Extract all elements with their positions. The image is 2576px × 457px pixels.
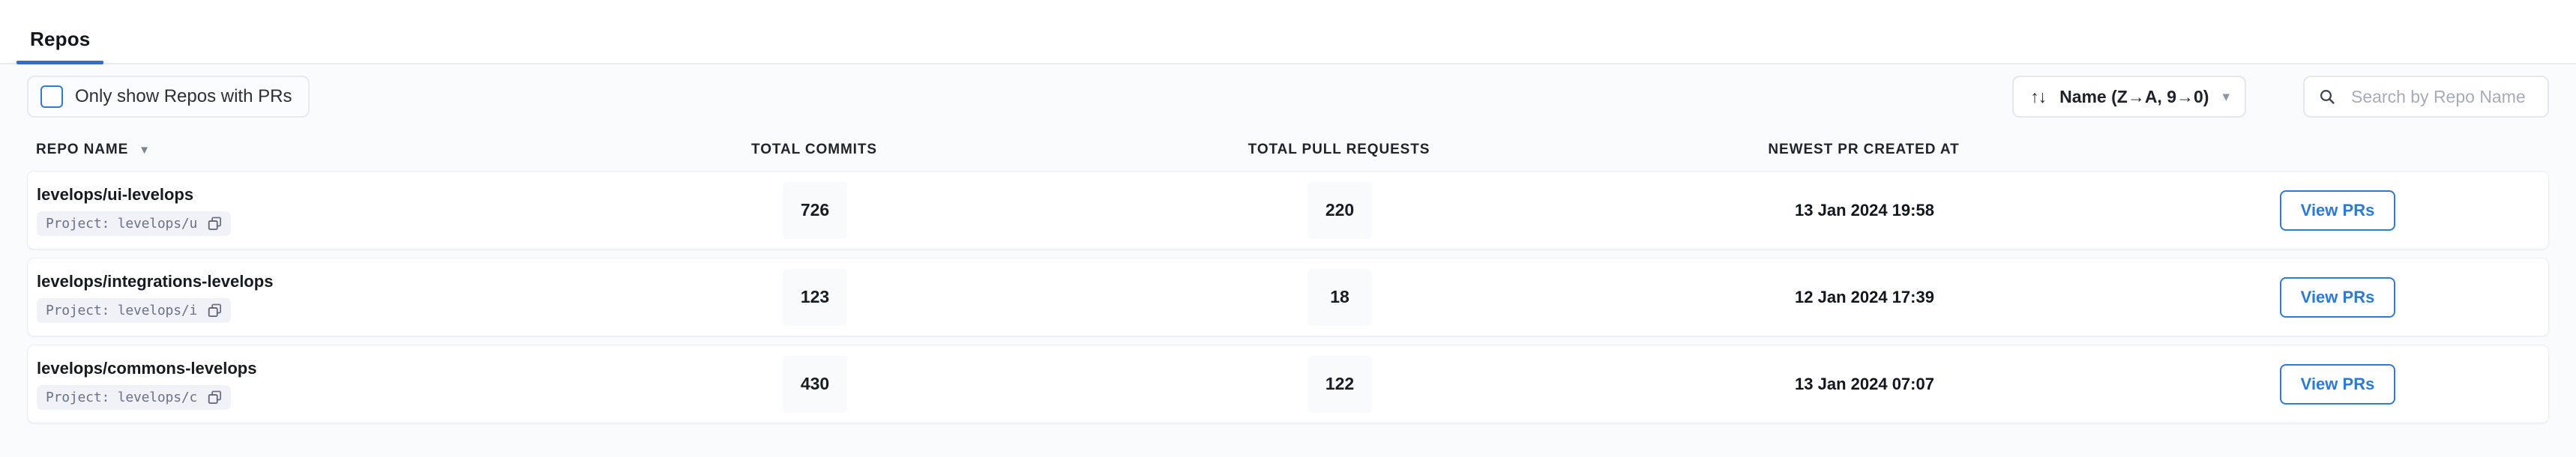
repo-name-cell: levelops/integrations-levelops Project: … <box>28 258 553 336</box>
project-badge: Project: levelops/c <box>37 384 232 410</box>
search-input[interactable] <box>2351 86 2534 107</box>
column-header-newest-pr-created-at-label: NEWEST PR CREATED AT <box>1768 142 1960 157</box>
actions-cell: View PRs <box>2127 172 2548 249</box>
sort-arrows-icon: ↑↓ <box>2030 86 2047 106</box>
total-commits-cell: 726 <box>553 172 1077 249</box>
search-repo-box[interactable] <box>2303 76 2549 118</box>
caret-down-icon: ▼ <box>139 143 151 157</box>
project-label: Project: levelops/i <box>46 302 198 318</box>
project-badge: Project: levelops/i <box>37 297 232 323</box>
tab-repos-label: Repos <box>30 28 91 50</box>
repo-name: levelops/ui-levelops <box>37 184 194 204</box>
repo-name: levelops/commons-levelops <box>37 358 257 378</box>
sort-dropdown[interactable]: ↑↓ Name (Z→A, 9→0) ▾ <box>2012 76 2246 118</box>
chevron-down-icon: ▾ <box>2222 88 2230 105</box>
copy-icon[interactable] <box>208 390 222 405</box>
table-row[interactable]: levelops/integrations-levelops Project: … <box>27 258 2549 336</box>
column-header-newest-pr-created-at: NEWEST PR CREATED AT <box>1601 142 2126 158</box>
column-header-total-commits: TOTAL COMMITS <box>552 142 1077 158</box>
only-show-repos-with-prs-filter[interactable]: Only show Repos with PRs <box>27 76 310 118</box>
total-pull-requests-cell: 220 <box>1077 172 1602 249</box>
project-label: Project: levelops/c <box>46 389 198 405</box>
total-commits-value: 123 <box>783 268 847 326</box>
view-prs-button[interactable]: View PRs <box>2279 363 2396 405</box>
repo-name-cell: levelops/commons-levelops Project: level… <box>28 345 553 423</box>
repo-list: levelops/ui-levelops Project: levelops/u… <box>0 171 2576 423</box>
newest-pr-created-at-value: 12 Jan 2024 17:39 <box>1795 287 1934 306</box>
total-pull-requests-value: 220 <box>1307 181 1372 239</box>
search-icon <box>2320 89 2335 104</box>
total-pull-requests-cell: 18 <box>1077 258 1602 336</box>
view-prs-button[interactable]: View PRs <box>2279 190 2396 231</box>
project-badge: Project: levelops/u <box>37 211 232 236</box>
total-commits-value: 726 <box>783 181 847 239</box>
table-row[interactable]: levelops/ui-levelops Project: levelops/u… <box>27 171 2549 249</box>
total-commits-cell: 123 <box>553 258 1077 336</box>
repo-name-cell: levelops/ui-levelops Project: levelops/u <box>28 172 553 249</box>
column-header-total-pull-requests-label: TOTAL PULL REQUESTS <box>1248 142 1430 157</box>
copy-icon[interactable] <box>208 217 222 231</box>
project-label: Project: levelops/u <box>46 215 198 231</box>
column-header-total-commits-label: TOTAL COMMITS <box>751 142 877 157</box>
column-header-total-pull-requests: TOTAL PULL REQUESTS <box>1077 142 1601 158</box>
column-header-repo-name[interactable]: REPO NAME ▼ <box>27 142 552 158</box>
total-pull-requests-cell: 122 <box>1077 345 1602 423</box>
tab-repos[interactable]: Repos <box>16 28 104 64</box>
only-show-repos-with-prs-label: Only show Repos with PRs <box>75 86 292 106</box>
tab-bar: Repos <box>0 0 2576 64</box>
toolbar: Only show Repos with PRs ↑↓ Name (Z→A, 9… <box>0 64 2576 129</box>
sort-dropdown-label: Name (Z→A, 9→0) <box>2059 86 2209 106</box>
actions-cell: View PRs <box>2127 258 2548 336</box>
column-header-repo-name-label: REPO NAME <box>36 142 129 157</box>
newest-pr-created-at-value: 13 Jan 2024 07:07 <box>1795 374 1934 393</box>
total-commits-value: 430 <box>783 355 847 413</box>
total-commits-cell: 430 <box>553 345 1077 423</box>
newest-pr-created-at-cell: 13 Jan 2024 07:07 <box>1602 345 2127 423</box>
newest-pr-created-at-value: 13 Jan 2024 19:58 <box>1795 200 1934 220</box>
copy-icon[interactable] <box>208 303 222 318</box>
total-pull-requests-value: 18 <box>1307 268 1372 326</box>
toolbar-right-controls: ↑↓ Name (Z→A, 9→0) ▾ <box>2012 64 2549 129</box>
repo-name: levelops/integrations-levelops <box>37 271 274 291</box>
total-pull-requests-value: 122 <box>1307 355 1372 413</box>
newest-pr-created-at-cell: 13 Jan 2024 19:58 <box>1602 172 2127 249</box>
table-header: REPO NAME ▼ TOTAL COMMITS TOTAL PULL REQ… <box>0 129 2576 171</box>
view-prs-button[interactable]: View PRs <box>2279 276 2396 318</box>
table-row[interactable]: levelops/commons-levelops Project: level… <box>27 345 2549 423</box>
actions-cell: View PRs <box>2127 345 2548 423</box>
newest-pr-created-at-cell: 12 Jan 2024 17:39 <box>1602 258 2127 336</box>
only-show-repos-with-prs-checkbox[interactable] <box>40 85 63 108</box>
